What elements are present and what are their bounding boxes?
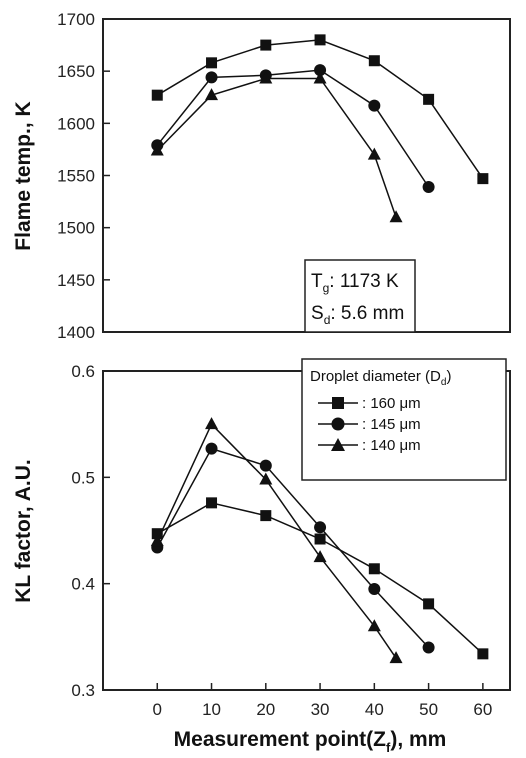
xtick-label: 10 [202,700,221,719]
bottom-circle-point [314,521,327,534]
top-square-point [206,57,218,69]
bottom-square-point [477,648,489,660]
legend-label-145: : 145 μm [362,416,421,433]
top-circle-point [368,99,381,112]
bottom-triangle-point [259,472,273,485]
annotation-line-sd: Sd: 5.6 mm [311,303,404,327]
bottom-series-group [150,417,489,664]
legend-item-160: : 160 μm [318,395,421,412]
annotation-box: Tg: 1173 K Sd: 5.6 mm [304,259,416,333]
top-circle-point [422,180,435,193]
legend-triangle-marker [331,438,345,451]
bottom-triangle-point [367,619,381,632]
bottom-triangle-point [389,651,403,664]
xtick-label: 60 [473,700,492,719]
legend-label-160: : 160 μm [362,395,421,412]
bottom-circle-point [368,582,381,595]
top-ytick-label: 1600 [57,114,95,133]
bottom-triangle-point [205,417,219,430]
top-triangle-point [205,88,219,101]
xtick-label: 30 [311,700,330,719]
bottom-ytick-label: 0.6 [71,362,95,381]
bottom-triangle-point [150,534,164,547]
bottom-square-point [423,598,435,610]
top-triangle-point [150,143,164,156]
top-triangle-point [367,147,381,160]
bottom-square-point [368,563,380,575]
top-triangle-point [313,71,327,84]
bottom-square-point [151,528,163,540]
top-square-point [368,55,380,67]
top-ytick-label: 1700 [57,10,95,29]
top-series-group [150,34,489,223]
top-series-triangle-line [156,77,397,218]
annotation-line-tg: Tg: 1173 K [311,271,399,295]
top-y-axis: 1400 1450 1500 1550 1600 1650 1700 [57,10,110,342]
xtick-label: 50 [419,700,438,719]
bottom-square-point [314,533,326,545]
bottom-y-axis-label: KL factor, A.U. [12,459,35,603]
top-y-axis-label: Flame temp., K [12,101,35,250]
bottom-circle-point [422,641,435,654]
x-axis-label: Measurement point(Zf), mm [174,728,447,755]
xtick-label: 0 [153,700,162,719]
xtick-label: 40 [365,700,384,719]
bottom-ytick-label: 0.3 [71,681,95,700]
bottom-square-point [260,510,272,522]
top-square-point [260,39,272,51]
bottom-square-point [206,497,218,509]
top-ytick-label: 1550 [57,167,95,186]
bottom-ytick-label: 0.4 [71,575,95,594]
legend-square-marker [332,397,344,409]
bottom-circle-point [259,459,272,472]
legend-title: Droplet diameter (Dd) [310,368,451,388]
top-square-point [151,89,163,101]
bottom-circle-point [205,442,218,455]
top-square-point [314,34,326,46]
bottom-series-triangle-line [156,422,397,659]
top-series-circle-line [156,69,430,188]
top-triangle-point [259,71,273,84]
top-circle-point [205,71,218,84]
legend-label-140: : 140 μm [362,437,421,454]
xtick-label: 20 [256,700,275,719]
top-ytick-label: 1500 [57,219,95,238]
annotation-frame [304,259,416,333]
top-ytick-label: 1450 [57,271,95,290]
legend-item-145: : 145 μm [318,416,421,433]
top-ytick-label: 1650 [57,62,95,81]
legend: Droplet diameter (Dd) : 160 μm : 145 μm … [301,358,507,481]
top-square-point [423,93,435,105]
legend-item-140: : 140 μm [318,437,421,454]
bottom-x-axis: 0 10 20 30 40 50 60 [153,683,492,719]
bottom-y-axis: 0.3 0.4 0.5 0.6 [71,362,110,700]
bottom-triangle-point [313,550,327,563]
top-square-point [477,173,489,185]
bottom-ytick-label: 0.5 [71,468,95,487]
legend-circle-marker [331,417,345,431]
bottom-series-circle-line [156,447,430,649]
top-triangle-point [389,210,403,223]
top-ytick-label: 1400 [57,323,95,342]
top-circle-point [314,64,327,77]
